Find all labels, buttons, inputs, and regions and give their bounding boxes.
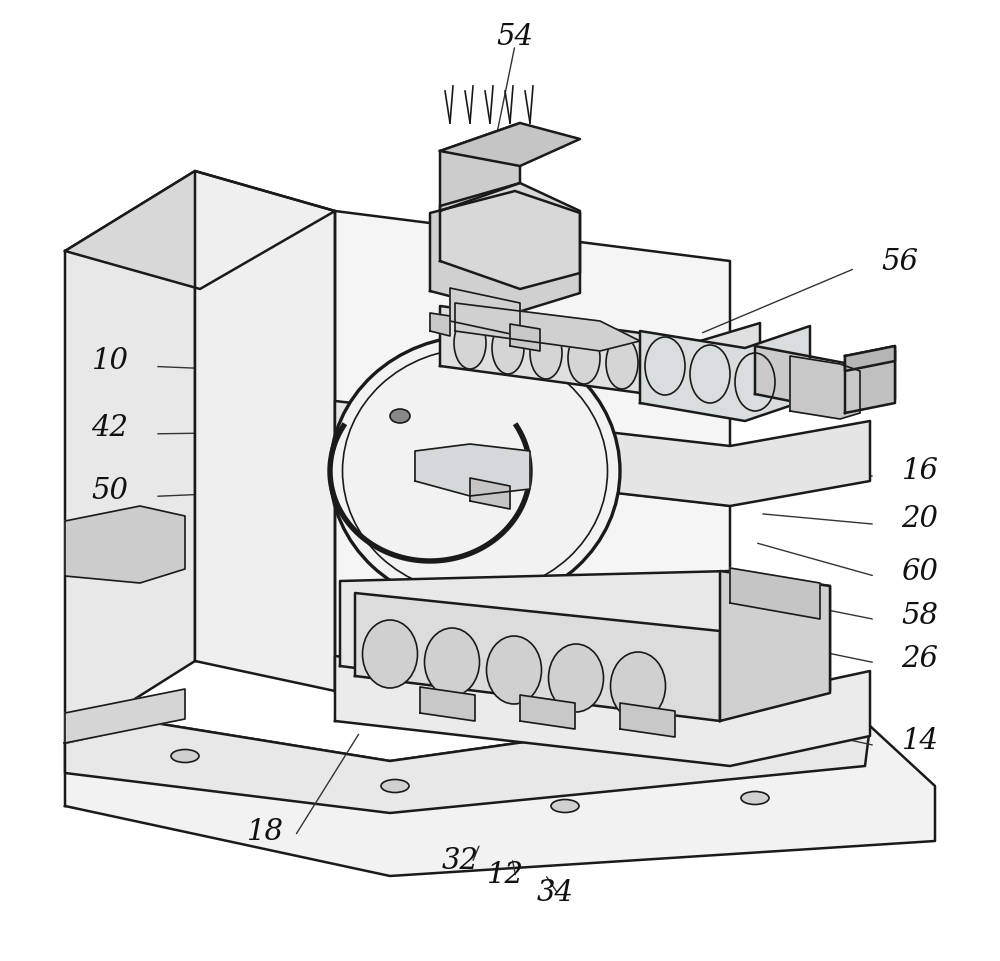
Text: 14: 14 xyxy=(902,726,938,754)
Polygon shape xyxy=(335,656,870,766)
Polygon shape xyxy=(65,713,870,813)
Polygon shape xyxy=(65,172,195,743)
Ellipse shape xyxy=(363,621,418,688)
Text: 32: 32 xyxy=(442,846,479,875)
Text: 16: 16 xyxy=(902,456,938,485)
Polygon shape xyxy=(510,325,540,352)
Polygon shape xyxy=(335,211,730,722)
Polygon shape xyxy=(440,307,760,402)
Polygon shape xyxy=(845,347,895,372)
Polygon shape xyxy=(415,445,530,497)
Polygon shape xyxy=(520,695,575,729)
Text: 60: 60 xyxy=(902,557,938,586)
Text: 42: 42 xyxy=(92,413,129,442)
Ellipse shape xyxy=(486,636,542,704)
Polygon shape xyxy=(450,288,520,336)
Polygon shape xyxy=(195,172,335,691)
Polygon shape xyxy=(65,506,185,583)
Polygon shape xyxy=(440,124,580,167)
Polygon shape xyxy=(720,572,830,722)
Polygon shape xyxy=(755,347,895,413)
Ellipse shape xyxy=(330,336,620,606)
Polygon shape xyxy=(455,304,640,352)
Polygon shape xyxy=(845,347,895,413)
Polygon shape xyxy=(420,687,475,722)
Text: 34: 34 xyxy=(536,877,574,906)
Ellipse shape xyxy=(530,328,562,380)
Text: 50: 50 xyxy=(92,476,129,505)
Ellipse shape xyxy=(551,800,579,813)
Text: 20: 20 xyxy=(902,505,938,533)
Polygon shape xyxy=(335,402,870,506)
Polygon shape xyxy=(730,568,820,619)
Text: 26: 26 xyxy=(902,644,938,673)
Ellipse shape xyxy=(171,750,199,763)
Text: 58: 58 xyxy=(902,601,938,629)
Ellipse shape xyxy=(425,628,480,697)
Polygon shape xyxy=(620,703,675,737)
Ellipse shape xyxy=(606,337,638,389)
Text: 56: 56 xyxy=(882,247,918,276)
Text: 18: 18 xyxy=(247,817,284,846)
Polygon shape xyxy=(65,713,935,876)
Ellipse shape xyxy=(741,792,769,804)
Text: 10: 10 xyxy=(92,346,129,375)
Ellipse shape xyxy=(568,333,600,384)
Ellipse shape xyxy=(454,318,486,370)
Polygon shape xyxy=(65,689,185,743)
Ellipse shape xyxy=(548,644,604,712)
Ellipse shape xyxy=(610,653,666,720)
Polygon shape xyxy=(430,313,450,336)
Polygon shape xyxy=(65,172,335,289)
Polygon shape xyxy=(355,593,720,722)
Ellipse shape xyxy=(492,323,524,375)
Polygon shape xyxy=(440,184,580,289)
Ellipse shape xyxy=(682,348,714,400)
Ellipse shape xyxy=(390,409,410,424)
Polygon shape xyxy=(640,327,810,422)
Ellipse shape xyxy=(381,779,409,793)
Text: 12: 12 xyxy=(487,860,524,889)
Ellipse shape xyxy=(644,343,676,395)
Polygon shape xyxy=(440,124,520,211)
Polygon shape xyxy=(470,479,510,509)
Text: 54: 54 xyxy=(496,22,534,51)
Polygon shape xyxy=(340,572,830,716)
Polygon shape xyxy=(790,357,860,420)
Polygon shape xyxy=(430,192,580,313)
